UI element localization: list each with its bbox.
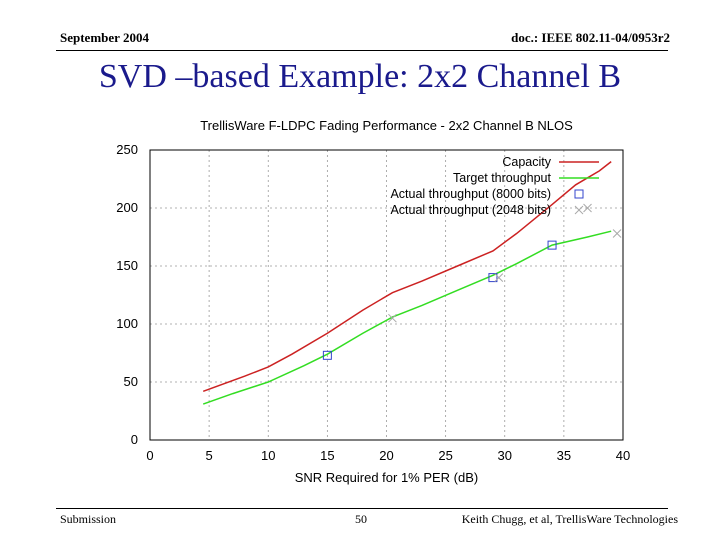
x-axis-label: SNR Required for 1% PER (dB) xyxy=(295,470,479,485)
footer-author: Keith Chugg, et al, TrellisWare Technolo… xyxy=(461,512,678,526)
data-point-2048 xyxy=(388,313,397,323)
x-tick-label: 20 xyxy=(379,448,393,463)
plot-frame xyxy=(149,149,624,441)
data-point-8000 xyxy=(322,350,332,360)
y-tick-label: 250 xyxy=(116,142,138,157)
header-date: September 2004 xyxy=(60,30,149,45)
x-tick-label: 5 xyxy=(206,448,213,463)
chart: TrellisWare F-LDPC Fading Performance - … xyxy=(116,118,630,485)
data-point-2048 xyxy=(494,273,504,282)
data-point-2048 xyxy=(583,203,592,213)
footer-page-number: 50 xyxy=(355,512,367,526)
x-tick-label: 30 xyxy=(498,448,512,463)
header-doc-id: doc.: IEEE 802.11-04/0953r2 xyxy=(511,30,670,45)
legend-label: Actual throughput (8000 bits) xyxy=(390,187,551,201)
series-line-capacity xyxy=(202,161,612,392)
y-tick-label: 50 xyxy=(124,374,138,389)
chart-title: TrellisWare F-LDPC Fading Performance - … xyxy=(200,118,573,133)
x-tick-label: 10 xyxy=(261,448,275,463)
slide-title: SVD –based Example: 2x2 Channel B xyxy=(98,58,622,95)
x-tick-label: 15 xyxy=(320,448,334,463)
legend-label: Actual throughput (2048 bits) xyxy=(390,203,551,217)
y-tick-label: 150 xyxy=(116,258,138,273)
header-divider xyxy=(56,50,668,51)
y-tick-label: 0 xyxy=(131,432,138,447)
x-tick-label: 40 xyxy=(616,448,630,463)
x-tick-label: 25 xyxy=(438,448,452,463)
series-line-target xyxy=(202,230,612,405)
y-tick-label: 200 xyxy=(116,200,138,215)
data-point-8000 xyxy=(488,273,498,283)
footer-submission: Submission xyxy=(60,512,117,526)
data-point-8000 xyxy=(547,240,557,250)
x-tick-label: 0 xyxy=(146,448,153,463)
legend-label: Capacity xyxy=(502,155,551,169)
footer-divider xyxy=(56,508,668,509)
y-tick-label: 100 xyxy=(116,316,138,331)
legend-swatch xyxy=(574,205,584,215)
data-point-2048 xyxy=(612,229,622,238)
legend-swatch xyxy=(574,189,584,199)
legend-label: Target throughput xyxy=(453,171,552,185)
x-tick-label: 35 xyxy=(557,448,571,463)
